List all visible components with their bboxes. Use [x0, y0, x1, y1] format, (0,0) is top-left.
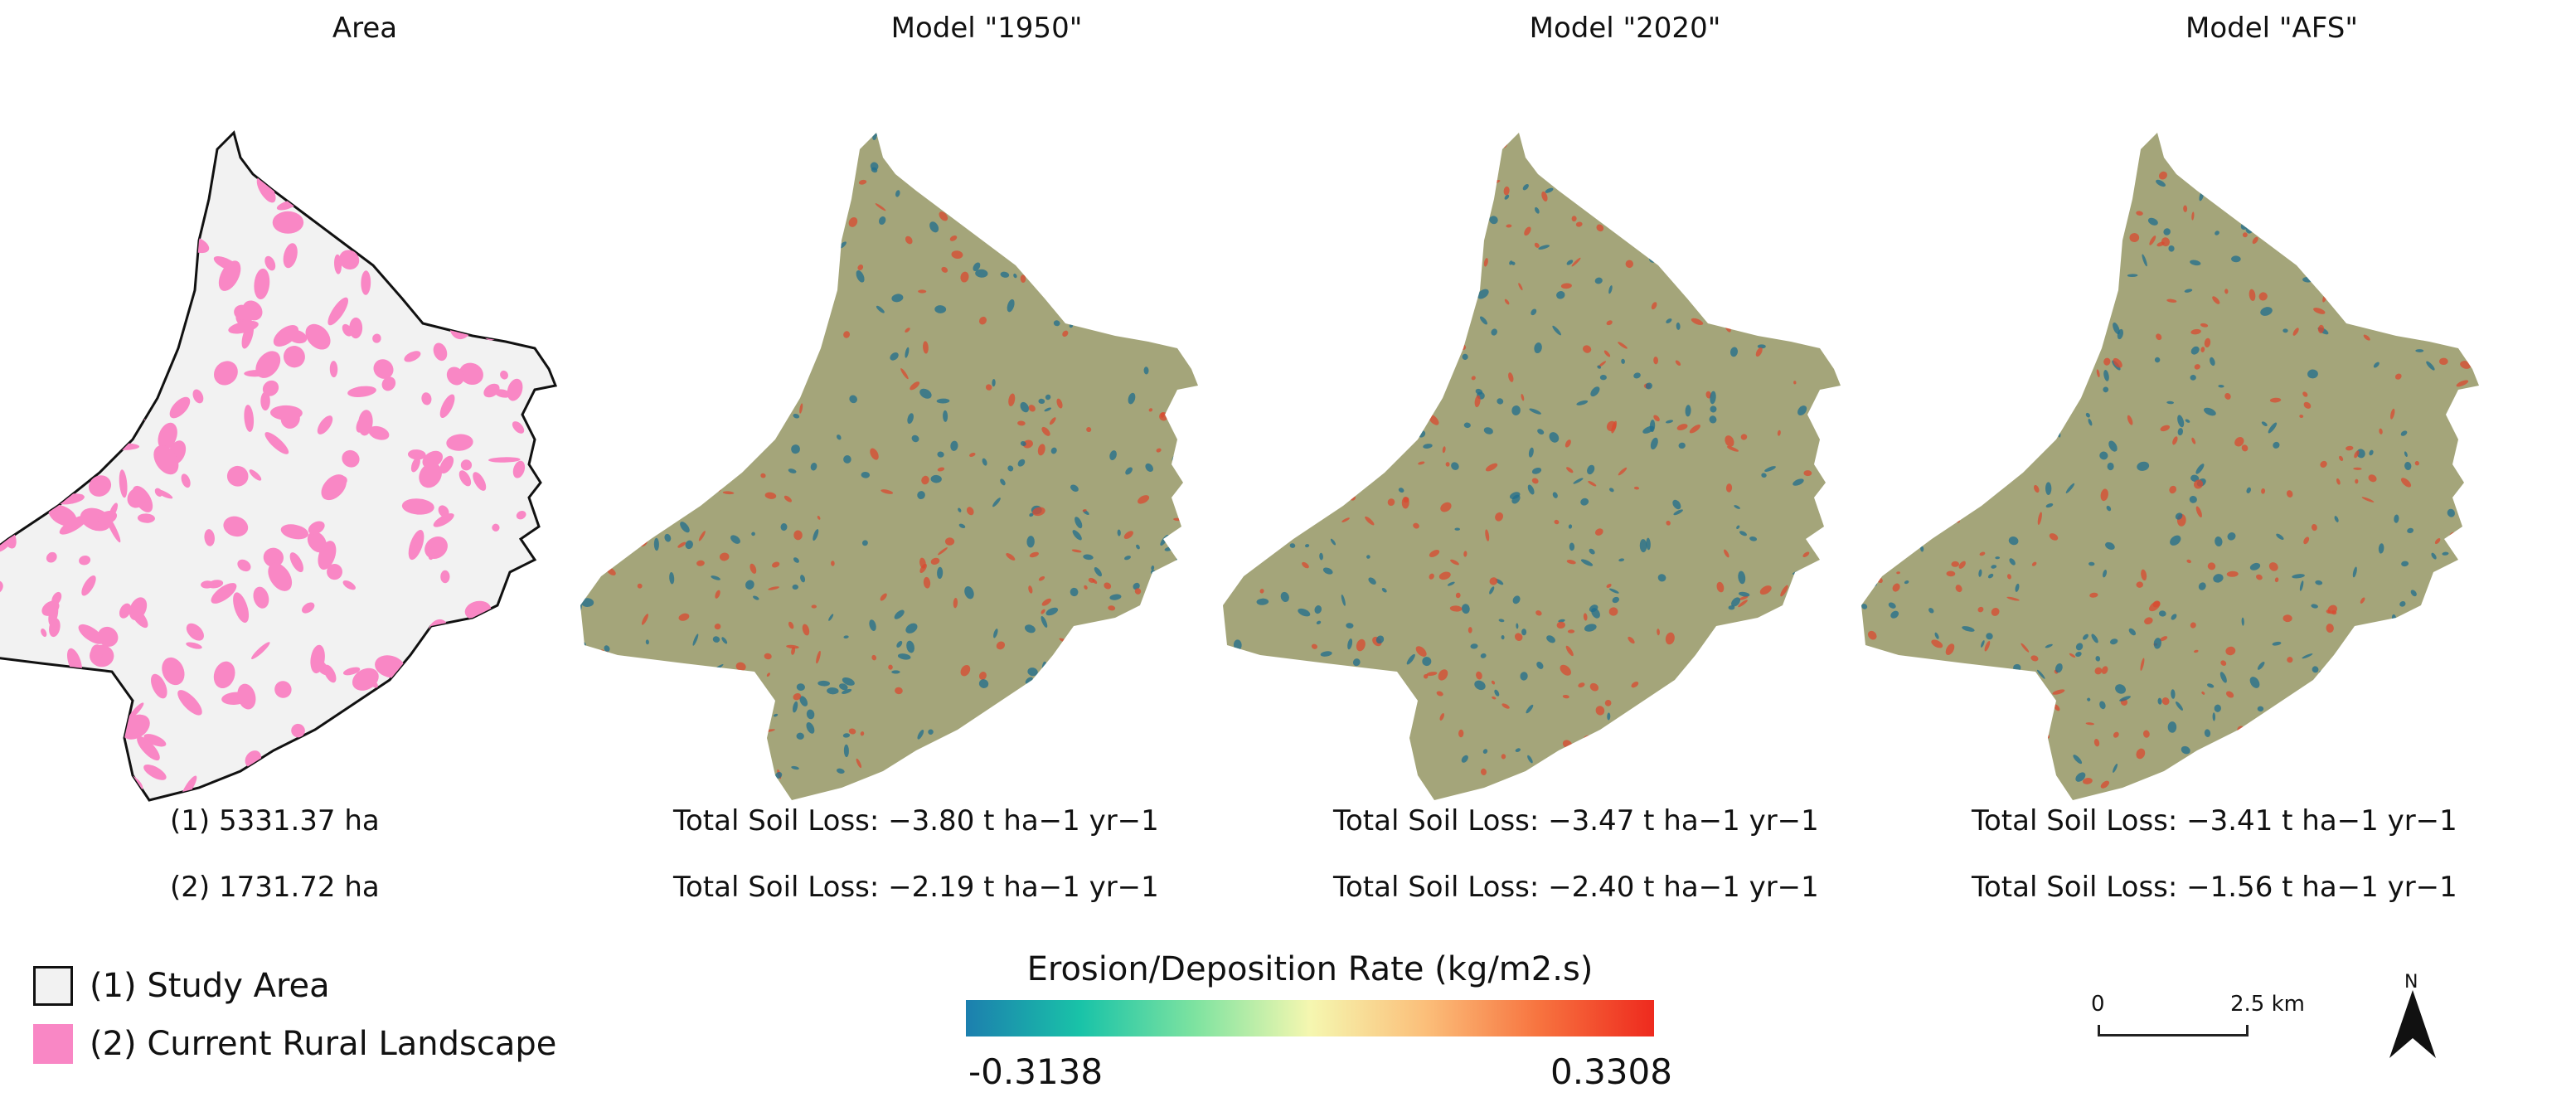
legend-swatch-study-area: [33, 966, 73, 1006]
panel-title-model-2020: Model "2020": [1529, 12, 1721, 45]
legend-swatch-rural-landscape: [33, 1024, 73, 1064]
legend-label-study-area: (1) Study Area: [90, 967, 330, 1005]
study-area-boundary: [0, 130, 558, 802]
stat-2020-rural: Total Soil Loss: −2.40 t ha−1 yr−1: [1333, 871, 1819, 904]
stat-rural-landscape: (2) 1731.72 ha: [170, 871, 380, 904]
stat-study-area: (1) 5331.37 ha: [170, 804, 380, 837]
scalebar-start-label: 0: [2091, 992, 2105, 1017]
stat-2020-study-area: Total Soil Loss: −3.47 t ha−1 yr−1: [1333, 804, 1819, 837]
panel-title-model-afs: Model "AFS": [2185, 12, 2358, 45]
stat-afs-study-area: Total Soil Loss: −3.41 t ha−1 yr−1: [1972, 804, 2457, 837]
north-arrow-icon: [2389, 990, 2436, 1058]
soil-loss-map-3: [1861, 133, 2479, 800]
stat-1950-rural: Total Soil Loss: −2.19 t ha−1 yr−1: [673, 871, 1159, 904]
scalebar: [2098, 1025, 2249, 1036]
terrain-base: [580, 133, 1198, 800]
legend-label-rural-landscape: (2) Current Rural Landscape: [90, 1025, 557, 1063]
panel-title-model-1950: Model "1950": [890, 12, 1083, 45]
colorbar-max-label: 0.3308: [1550, 1051, 1672, 1092]
colorbar-title: Erosion/Deposition Rate (kg/m2.s): [1026, 950, 1594, 988]
stat-1950-study-area: Total Soil Loss: −3.80 t ha−1 yr−1: [673, 804, 1159, 837]
soil-loss-map-1: [580, 133, 1198, 800]
colorbar-min-label: -0.3138: [968, 1051, 1104, 1092]
scalebar-end-label: 2.5 km: [2230, 992, 2305, 1017]
stat-afs-rural: Total Soil Loss: −1.56 t ha−1 yr−1: [1972, 871, 2457, 904]
north-label: N: [2404, 972, 2418, 993]
study-area-map: [0, 130, 558, 802]
soil-loss-map-2: [1223, 133, 1841, 800]
panel-title-area: Area: [332, 12, 398, 45]
colorbar-gradient: [966, 1000, 1654, 1036]
terrain-base: [1223, 133, 1841, 800]
